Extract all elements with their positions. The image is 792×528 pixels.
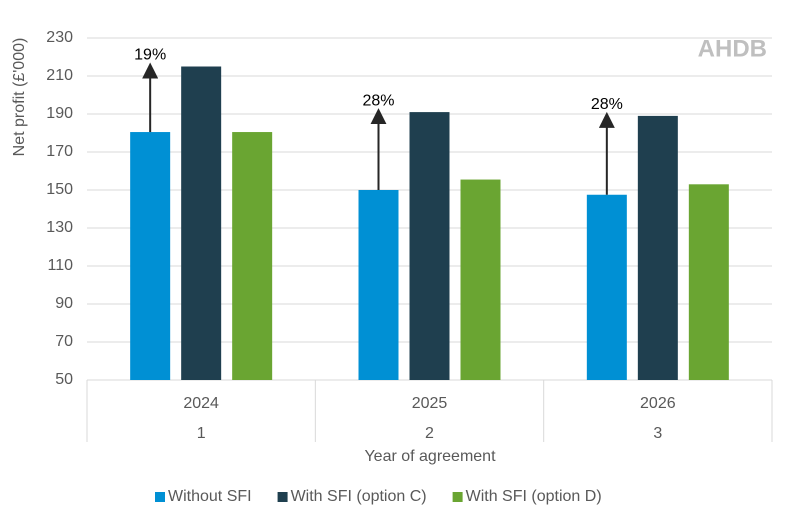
legend-swatch: [155, 492, 165, 502]
y-axis-title: Net profit (£'000): [11, 38, 28, 157]
bar: [232, 132, 273, 380]
legend-swatch: [277, 492, 288, 502]
legend-label: With SFI (option D): [466, 488, 602, 505]
y-tick-label: 70: [55, 333, 73, 350]
watermark: AHDB: [698, 35, 767, 62]
bar: [460, 179, 501, 380]
bar: [130, 132, 171, 380]
y-tick-label: 190: [46, 105, 73, 122]
bar: [586, 194, 627, 380]
bar: [688, 184, 729, 380]
y-tick-label: 170: [46, 143, 73, 160]
bar: [409, 112, 450, 380]
y-tick-label: 90: [55, 295, 73, 312]
x-sub-tick-label: 3: [653, 425, 662, 442]
y-tick-label: 50: [55, 371, 73, 388]
y-tick-label: 210: [46, 67, 73, 84]
x-tick-label: 2025: [412, 395, 448, 412]
y-tick-label: 230: [46, 29, 73, 46]
annotation: 28%: [591, 96, 623, 113]
legend-label: With SFI (option C): [291, 488, 427, 505]
y-tick-label: 130: [46, 219, 73, 236]
y-tick-label: 150: [46, 181, 73, 198]
legend-swatch: [452, 492, 463, 502]
annotation: 19%: [134, 47, 166, 64]
x-sub-tick-label: 1: [197, 425, 206, 442]
annotation: 28%: [362, 92, 394, 109]
bar: [181, 66, 222, 380]
x-tick-label: 2024: [183, 395, 219, 412]
x-sub-tick-label: 2: [425, 425, 434, 442]
x-axis-title: Year of agreement: [364, 448, 496, 465]
x-tick-label: 2026: [640, 395, 676, 412]
y-tick-label: 110: [47, 257, 73, 274]
legend-label: Without SFI: [168, 488, 252, 505]
bar: [358, 190, 399, 380]
bar: [637, 115, 678, 381]
